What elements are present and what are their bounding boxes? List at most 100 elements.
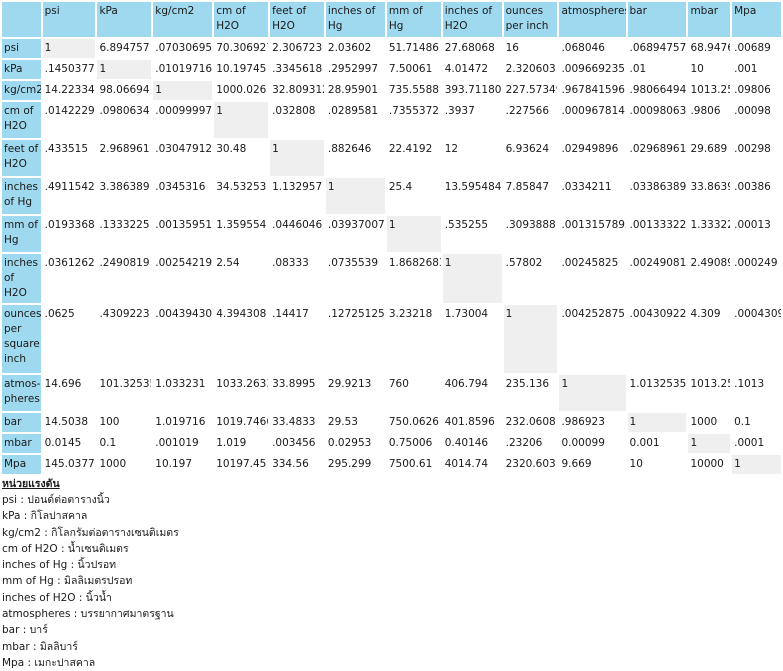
- table-cell: 4.01472: [442, 60, 502, 79]
- table-cell: 1: [270, 140, 324, 176]
- table-cell: .0142229: [42, 102, 96, 138]
- table-cell: 10.197: [153, 455, 213, 474]
- table-cell: .03047912: [153, 140, 213, 176]
- table-cell: 1000: [97, 455, 152, 474]
- table-cell: .09806: [732, 81, 781, 100]
- table-cell: .002490819: [627, 254, 687, 303]
- table-cell: 1: [97, 60, 152, 79]
- table-cell: .070306958: [153, 39, 213, 58]
- table-cell: 1: [688, 434, 731, 453]
- legend-item: inches of H2O : นิ้วน้ำ: [2, 591, 112, 604]
- column-header: ounces per inch: [503, 2, 558, 37]
- row-header: Mpa: [2, 455, 41, 474]
- table-cell: 1: [325, 178, 385, 214]
- table-cell: 0.75006: [386, 434, 441, 453]
- table-cell: 1: [153, 81, 213, 100]
- table-cell: 10197.45: [214, 455, 269, 474]
- table-cell: .004309223: [627, 305, 687, 373]
- table-cell: 2320.603: [503, 455, 558, 474]
- row-header: mm of Hg: [2, 216, 41, 252]
- table-cell: .2952997: [325, 60, 385, 79]
- table-row: kg/cm214.22334398.0669411000.02632.80931…: [2, 81, 781, 100]
- table-row: inches of Hg .4911542 3.386389.0345316 34.5…: [2, 178, 781, 214]
- table-cell: 1.8682683: [386, 254, 441, 303]
- table-cell: 1.359554: [214, 216, 269, 252]
- row-header: kg/cm2: [2, 81, 41, 100]
- table-cell: .3937: [442, 102, 502, 138]
- table-cell: 1013.25: [688, 81, 731, 100]
- table-cell: 30.48: [214, 140, 269, 176]
- column-header: bar: [627, 2, 687, 37]
- table-cell: .00245825: [559, 254, 626, 303]
- table-cell: .4911542: [42, 178, 96, 214]
- table-cell: .98066494: [627, 81, 687, 100]
- table-cell: 29.9213: [325, 375, 385, 411]
- table-cell: 1.019716: [153, 413, 213, 432]
- table-cell: 14.223343: [42, 81, 96, 100]
- table-cell: .0735539: [325, 254, 385, 303]
- table-cell: 6.93624: [503, 140, 558, 176]
- pressure-conversion-table: psi kPa kg/cm2 cm of H2O feet of H2O inches o…: [2, 2, 781, 474]
- table-cell: .004252875: [559, 305, 626, 373]
- table-cell: 145.0377: [42, 455, 96, 474]
- table-cell: .1013: [732, 375, 781, 411]
- column-header: atmospheres: [559, 2, 626, 37]
- row-header: bar: [2, 413, 41, 432]
- row-header: feet of H2O: [2, 140, 41, 176]
- table-cell: 4.309: [688, 305, 731, 373]
- table-cell: 16: [503, 39, 558, 58]
- table-cell: 334.56: [270, 455, 324, 474]
- table-cell: 1.73004: [442, 305, 502, 373]
- column-header: Mpa: [732, 2, 781, 37]
- table-cell: .00689: [732, 39, 781, 58]
- table-cell: 101.32535: [97, 375, 152, 411]
- table-cell: 1000: [688, 413, 731, 432]
- table-cell: 10.19745: [214, 60, 269, 79]
- table-cell: .001: [732, 60, 781, 79]
- table-cell: 4.394308: [214, 305, 269, 373]
- table-cell: 1.0132535: [627, 375, 687, 411]
- table-cell: 735.5588: [386, 81, 441, 100]
- table-cell: 2.54: [214, 254, 269, 303]
- table-cell: 1.019: [214, 434, 269, 453]
- column-header: feet of H2O: [270, 2, 324, 37]
- table-cell: .000249: [732, 254, 781, 303]
- table-cell: .0004309: [732, 305, 781, 373]
- table-cell: 51.71486: [386, 39, 441, 58]
- table-cell: .967841596: [559, 81, 626, 100]
- row-header: mbar: [2, 434, 41, 453]
- table-row: atmos-pheres 14.696 101.32535 1.033231 1033.…: [2, 375, 781, 411]
- row-header: inches of Hg: [2, 178, 41, 214]
- table-row: mm of Hg .0193368.1333225.00135951 1.35955…: [2, 216, 781, 252]
- table-cell: 2.320603: [503, 60, 558, 79]
- table-cell: 2.49089: [688, 254, 731, 303]
- table-cell: .3345618: [270, 60, 324, 79]
- table-cell: 6.894757: [97, 39, 152, 58]
- table-cell: 3.23218: [386, 305, 441, 373]
- table-row: Mpa 145.0377 1000 10.197 10197.45 334.56 295.2…: [2, 455, 781, 474]
- table-cell: 1033.2633: [214, 375, 269, 411]
- table-cell: 0.02953: [325, 434, 385, 453]
- table-cell: .003456: [270, 434, 324, 453]
- column-header: mbar: [688, 2, 731, 37]
- table-cell: .032808: [270, 102, 324, 138]
- column-header: psi: [42, 2, 96, 37]
- table-cell: 1.132957: [270, 178, 324, 214]
- table-cell: .004394308: [153, 305, 213, 373]
- table-cell: 750.0626: [386, 413, 441, 432]
- row-header: psi: [2, 39, 41, 58]
- table-cell: .12725125: [325, 305, 385, 373]
- table-cell: 1: [42, 39, 96, 58]
- table-cell: .03612628: [42, 254, 96, 303]
- table-cell: 13.595484: [442, 178, 502, 214]
- table-cell: 0.00099: [559, 434, 626, 453]
- header-row: psi kPa kg/cm2 cm of H2O feet of H2O inches o…: [2, 2, 781, 37]
- table-cell: .02949896: [559, 140, 626, 176]
- table-cell: .0625: [42, 305, 96, 373]
- table-cell: .7355372: [386, 102, 441, 138]
- table-cell: 0.40146: [442, 434, 502, 453]
- table-cell: .0980634: [97, 102, 152, 138]
- table-cell: .14417: [270, 305, 324, 373]
- table-row: cm of H2O .0142229.0980634.00099997 1.0328…: [2, 102, 781, 138]
- table-cell: .001019: [153, 434, 213, 453]
